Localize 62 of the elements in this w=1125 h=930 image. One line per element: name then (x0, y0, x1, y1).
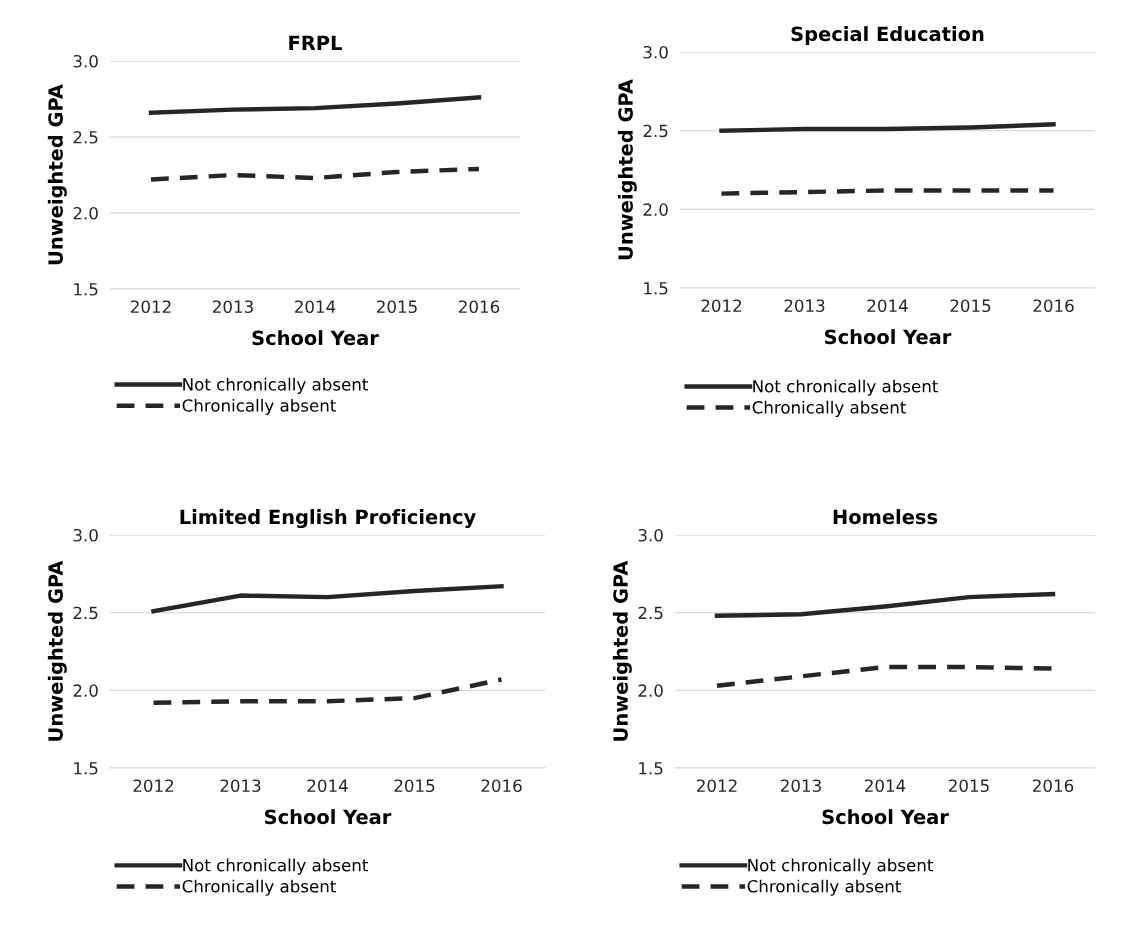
x-tick-label: 2012 (131, 300, 171, 314)
x-tick-label: 2014 (865, 779, 906, 793)
y-tick-label: 2.5 (638, 606, 663, 620)
line-series (719, 122, 1056, 133)
legend-label: Chronically absent (182, 879, 336, 896)
legend-label: Not chronically absent (753, 379, 938, 396)
line-series (148, 166, 482, 182)
chart-title: Limited English Proficiency (180, 509, 476, 529)
y-tick-label: 1.5 (74, 283, 98, 296)
legend-label: Not chronically absent (183, 858, 368, 875)
chart-title: Homeless (833, 509, 938, 525)
x-tick-label: 2015 (949, 779, 989, 793)
y-tick-label: 2.0 (73, 684, 98, 697)
x-tick-label: 2014 (307, 779, 348, 793)
y-tick-label: 2.5 (643, 124, 668, 138)
y-tick-label: 1.5 (74, 762, 98, 775)
x-tick-label: 2013 (213, 300, 253, 314)
x-tick-label: 2015 (377, 300, 417, 314)
y-tick-label: 2.5 (73, 130, 98, 144)
x-tick-label: 2012 (701, 299, 742, 313)
x-axis-title: School Year (265, 809, 392, 825)
y-axis-title: Unweighted GPA (612, 560, 632, 741)
x-tick-label: 2013 (784, 299, 825, 313)
x-tick-label: 2016 (1033, 299, 1074, 313)
y-tick-label: 2.0 (73, 206, 98, 220)
x-tick-label: 2013 (220, 779, 261, 793)
y-tick-label: 3.0 (638, 528, 663, 542)
chart-title: FRPL (289, 35, 342, 50)
x-tick-label: 2016 (459, 300, 500, 314)
x-axis-title: School Year (252, 330, 379, 346)
x-tick-label: 2013 (781, 779, 821, 793)
legend-label: Not chronically absent (183, 377, 368, 394)
y-tick-label: 2.0 (643, 203, 668, 216)
y-tick-label: 3.0 (73, 528, 98, 542)
x-tick-label: 2016 (481, 779, 522, 793)
y-tick-label: 2.5 (73, 606, 98, 620)
line-series (148, 95, 482, 115)
x-tick-label: 2015 (394, 779, 435, 793)
line-series (151, 584, 504, 614)
y-axis-title: Unweighted GPA (47, 84, 67, 265)
y-tick-label: 3.0 (73, 54, 98, 68)
y-tick-label: 2.0 (638, 684, 663, 697)
legend-label: Chronically absent (182, 398, 336, 416)
chart-title: Special Education (791, 26, 984, 45)
legend-label: Chronically absent (747, 879, 901, 896)
legend-label: Chronically absent (752, 400, 906, 417)
legend-label: Not chronically absent (748, 858, 933, 875)
y-tick-label: 1.5 (644, 282, 668, 295)
y-tick-label: 3.0 (643, 45, 668, 59)
x-tick-label: 2012 (133, 779, 174, 793)
line-series (714, 591, 1056, 618)
x-tick-label: 2014 (867, 299, 908, 313)
x-tick-label: 2016 (1033, 779, 1074, 793)
y-tick-label: 1.5 (639, 762, 663, 775)
y-axis-title: Unweighted GPA (47, 560, 67, 741)
line-series (151, 677, 504, 705)
x-axis-title: School Year (822, 809, 949, 825)
x-axis-title: School Year (825, 329, 952, 345)
x-tick-label: 2015 (950, 299, 991, 313)
y-axis-title: Unweighted GPA (617, 79, 637, 260)
x-tick-label: 2014 (295, 300, 336, 314)
x-tick-label: 2012 (697, 779, 737, 793)
